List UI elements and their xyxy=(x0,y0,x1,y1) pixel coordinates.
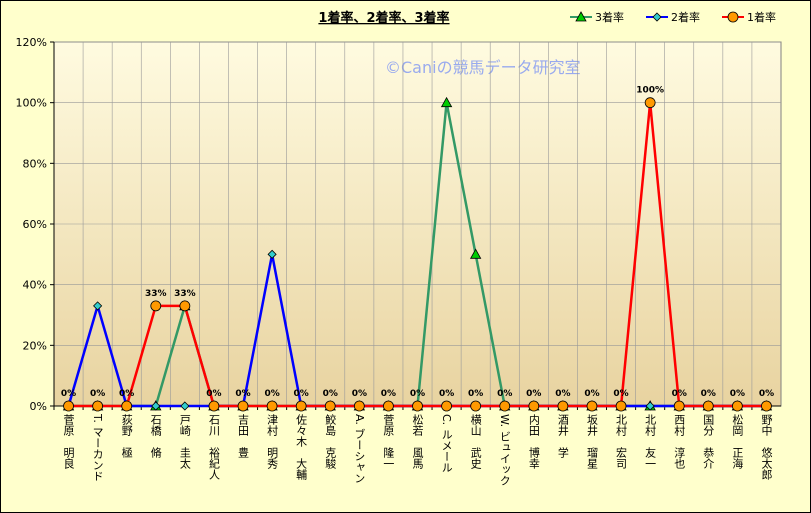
point xyxy=(295,400,307,412)
data-label: 0% xyxy=(497,389,512,399)
x-tick-label: W. ビュイック xyxy=(498,414,511,486)
point xyxy=(412,400,423,412)
y-tick-label: 100% xyxy=(16,97,47,110)
data-label: 0% xyxy=(294,389,309,399)
x-tick-label: 野中 悠太郎 xyxy=(760,414,773,480)
point xyxy=(469,248,482,259)
point xyxy=(645,401,655,411)
point xyxy=(557,400,569,412)
point xyxy=(470,400,482,412)
point xyxy=(180,401,190,411)
data-label: 0% xyxy=(90,389,105,399)
point xyxy=(673,400,685,412)
x-tick-label: 北村 宏司 xyxy=(615,414,628,469)
point xyxy=(702,400,714,412)
y-tick-label: 0% xyxy=(30,400,47,413)
point xyxy=(499,400,511,412)
point xyxy=(151,401,161,411)
x-tick-label: 荻野 極 xyxy=(120,414,133,458)
point xyxy=(575,11,587,22)
data-label: 0% xyxy=(410,389,425,399)
y-tick-label: 40% xyxy=(23,279,47,292)
point xyxy=(266,400,278,412)
data-label: 0% xyxy=(119,389,134,399)
point xyxy=(644,97,656,109)
x-tick-label: 津村 明秀 xyxy=(266,414,279,469)
x-tick-label: A. ブーシャン xyxy=(353,414,366,483)
x-tick-label: 石橋 脩 xyxy=(149,414,162,459)
point xyxy=(383,400,394,412)
point xyxy=(586,400,598,412)
data-label: 0% xyxy=(352,389,367,399)
data-label: 0% xyxy=(526,389,541,399)
point xyxy=(324,400,336,412)
data-label: 0% xyxy=(235,389,250,399)
x-tick-label: T. マーカンド xyxy=(91,413,104,481)
data-label: 0% xyxy=(264,389,279,399)
point xyxy=(237,400,249,412)
point xyxy=(208,400,220,412)
data-label: 0% xyxy=(701,389,716,399)
y-tick-label: 120% xyxy=(16,36,47,49)
data-label: 0% xyxy=(61,389,76,399)
x-tick-label: 菅原 明良 xyxy=(62,414,75,470)
data-label: 0% xyxy=(759,389,774,399)
x-tick-label: 佐々木 大輔 xyxy=(295,413,308,481)
x-tick-label: 内田 博幸 xyxy=(527,413,540,470)
data-label: 0% xyxy=(468,389,483,399)
point xyxy=(615,400,627,412)
x-tick-label: 鮫島 克駿 xyxy=(324,413,337,470)
point xyxy=(63,400,74,412)
point xyxy=(440,96,453,108)
data-label: 0% xyxy=(381,389,396,399)
data-label: 33% xyxy=(145,289,167,299)
data-label: 0% xyxy=(323,389,338,399)
x-tick-label: 菅原 隆一 xyxy=(382,414,395,469)
x-tick-label: 松岡 正海 xyxy=(731,413,744,470)
data-label: 0% xyxy=(555,389,570,399)
x-tick-label: 松若 風馬 xyxy=(411,413,424,470)
x-tick-label: 坂井 瑠星 xyxy=(585,414,598,469)
x-tick-label: C. ルメール xyxy=(440,414,453,473)
point xyxy=(121,400,133,412)
legend-label: 2着率 xyxy=(671,10,700,24)
y-tick-label: 60% xyxy=(23,218,47,231)
point xyxy=(761,400,772,412)
data-label: 0% xyxy=(730,389,745,399)
point xyxy=(179,300,191,312)
point xyxy=(93,301,103,311)
data-label: 0% xyxy=(206,389,221,399)
point xyxy=(150,300,162,312)
data-label: 0% xyxy=(439,389,454,399)
watermark: ©Caniの競馬データ研究室 xyxy=(385,58,581,77)
point xyxy=(353,400,365,412)
y-tick-label: 20% xyxy=(23,339,47,352)
x-tick-label: 横山 武史 xyxy=(469,413,482,470)
point xyxy=(528,400,540,412)
data-label: 0% xyxy=(584,389,599,399)
point xyxy=(92,400,104,412)
data-label: 100% xyxy=(636,86,664,96)
legend-label: 3着率 xyxy=(595,10,624,24)
data-label: 0% xyxy=(613,389,628,399)
point xyxy=(731,400,743,412)
x-tick-label: 国分 恭介 xyxy=(702,414,715,469)
chart-title: 1着率、2着率、3着率 xyxy=(318,10,449,26)
legend-label: 1着率 xyxy=(747,10,776,24)
x-tick-label: 吉田 豊 xyxy=(237,414,250,458)
x-tick-label: 北村 友一 xyxy=(644,414,657,469)
x-tick-label: 戸崎 圭太 xyxy=(178,414,191,470)
point xyxy=(652,12,662,22)
point xyxy=(727,11,739,23)
x-tick-label: 石川 裕紀人 xyxy=(207,414,220,480)
data-label: 0% xyxy=(672,389,687,399)
x-tick-label: 西村 淳也 xyxy=(673,414,686,469)
y-tick-label: 80% xyxy=(23,157,47,170)
data-label: 33% xyxy=(174,289,196,299)
point xyxy=(267,249,277,259)
point xyxy=(441,400,452,412)
x-tick-label: 酒井 学 xyxy=(556,414,569,458)
